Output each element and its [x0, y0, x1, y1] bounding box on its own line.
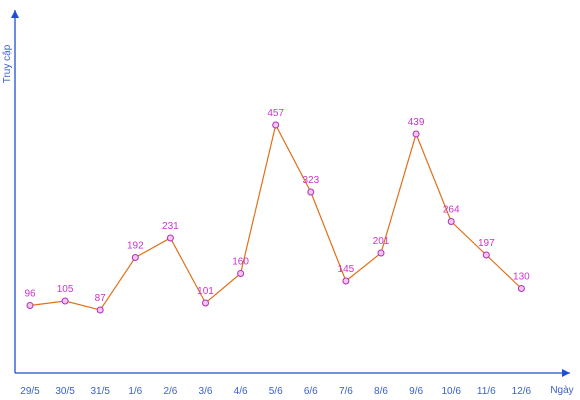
- x-axis-arrow: [562, 369, 570, 377]
- series-line: [29, 123, 522, 311]
- x-tick-label: 9/6: [409, 386, 423, 397]
- x-tick-label: 8/6: [374, 386, 388, 397]
- data-point: [447, 218, 455, 225]
- data-point: [131, 254, 139, 261]
- x-tick-label: 12/6: [512, 386, 532, 397]
- x-tick-label: 7/6: [339, 386, 353, 397]
- data-label: 439: [408, 117, 425, 128]
- x-tick-label: 30/5: [55, 386, 75, 397]
- data-label: 160: [232, 257, 249, 268]
- data-label: 105: [57, 284, 74, 295]
- data-point: [412, 130, 420, 138]
- data-point: [272, 121, 280, 129]
- data-labels: 96 105 87 192 231 101 160 457 323 145 201 439 264 197…: [24, 108, 530, 304]
- data-label: 264: [443, 205, 460, 216]
- data-point: [307, 188, 315, 196]
- x-tick-label: 3/6: [199, 386, 213, 397]
- x-tick-label: 6/6: [304, 386, 318, 397]
- data-label: 197: [478, 238, 495, 249]
- x-tick-label: 31/5: [90, 386, 110, 397]
- data-point: [517, 285, 525, 292]
- data-point: [237, 270, 245, 277]
- x-tick-label: 1/6: [128, 386, 142, 397]
- y-axis-title: Truy cập: [2, 44, 13, 83]
- x-axis-title: Ngày: [550, 385, 573, 396]
- x-tick-label: 2/6: [163, 386, 177, 397]
- data-point: [202, 299, 209, 307]
- x-tick-label: 11/6: [477, 386, 496, 397]
- data-label: 96: [24, 289, 36, 300]
- data-point: [482, 251, 490, 259]
- data-label: 87: [95, 293, 107, 304]
- x-tick-label: 5/6: [269, 386, 283, 397]
- data-label: 130: [513, 272, 530, 283]
- data-point: [377, 249, 385, 257]
- data-point: [61, 297, 69, 305]
- data-point: [166, 234, 174, 242]
- data-point: [342, 277, 350, 285]
- data-label: 323: [302, 175, 319, 186]
- x-tick-labels: 29/5 30/5 31/5 1/6 2/6 3/6 4/6 5/6 6/6 7/6 8/6 9/6 1…: [20, 386, 531, 397]
- data-label: 457: [267, 108, 284, 119]
- data-label: 231: [162, 221, 179, 232]
- data-label: 145: [338, 264, 355, 275]
- data-point: [96, 306, 104, 314]
- data-label: 201: [373, 236, 390, 247]
- x-tick-label: 4/6: [234, 386, 248, 397]
- x-tick-label: 10/6: [441, 386, 461, 397]
- data-label: 192: [127, 241, 144, 252]
- data-point: [26, 302, 34, 309]
- y-axis-arrow: [11, 10, 19, 18]
- x-tick-label: 29/5: [20, 386, 40, 397]
- data-points: [26, 121, 525, 314]
- data-label: 101: [197, 286, 214, 297]
